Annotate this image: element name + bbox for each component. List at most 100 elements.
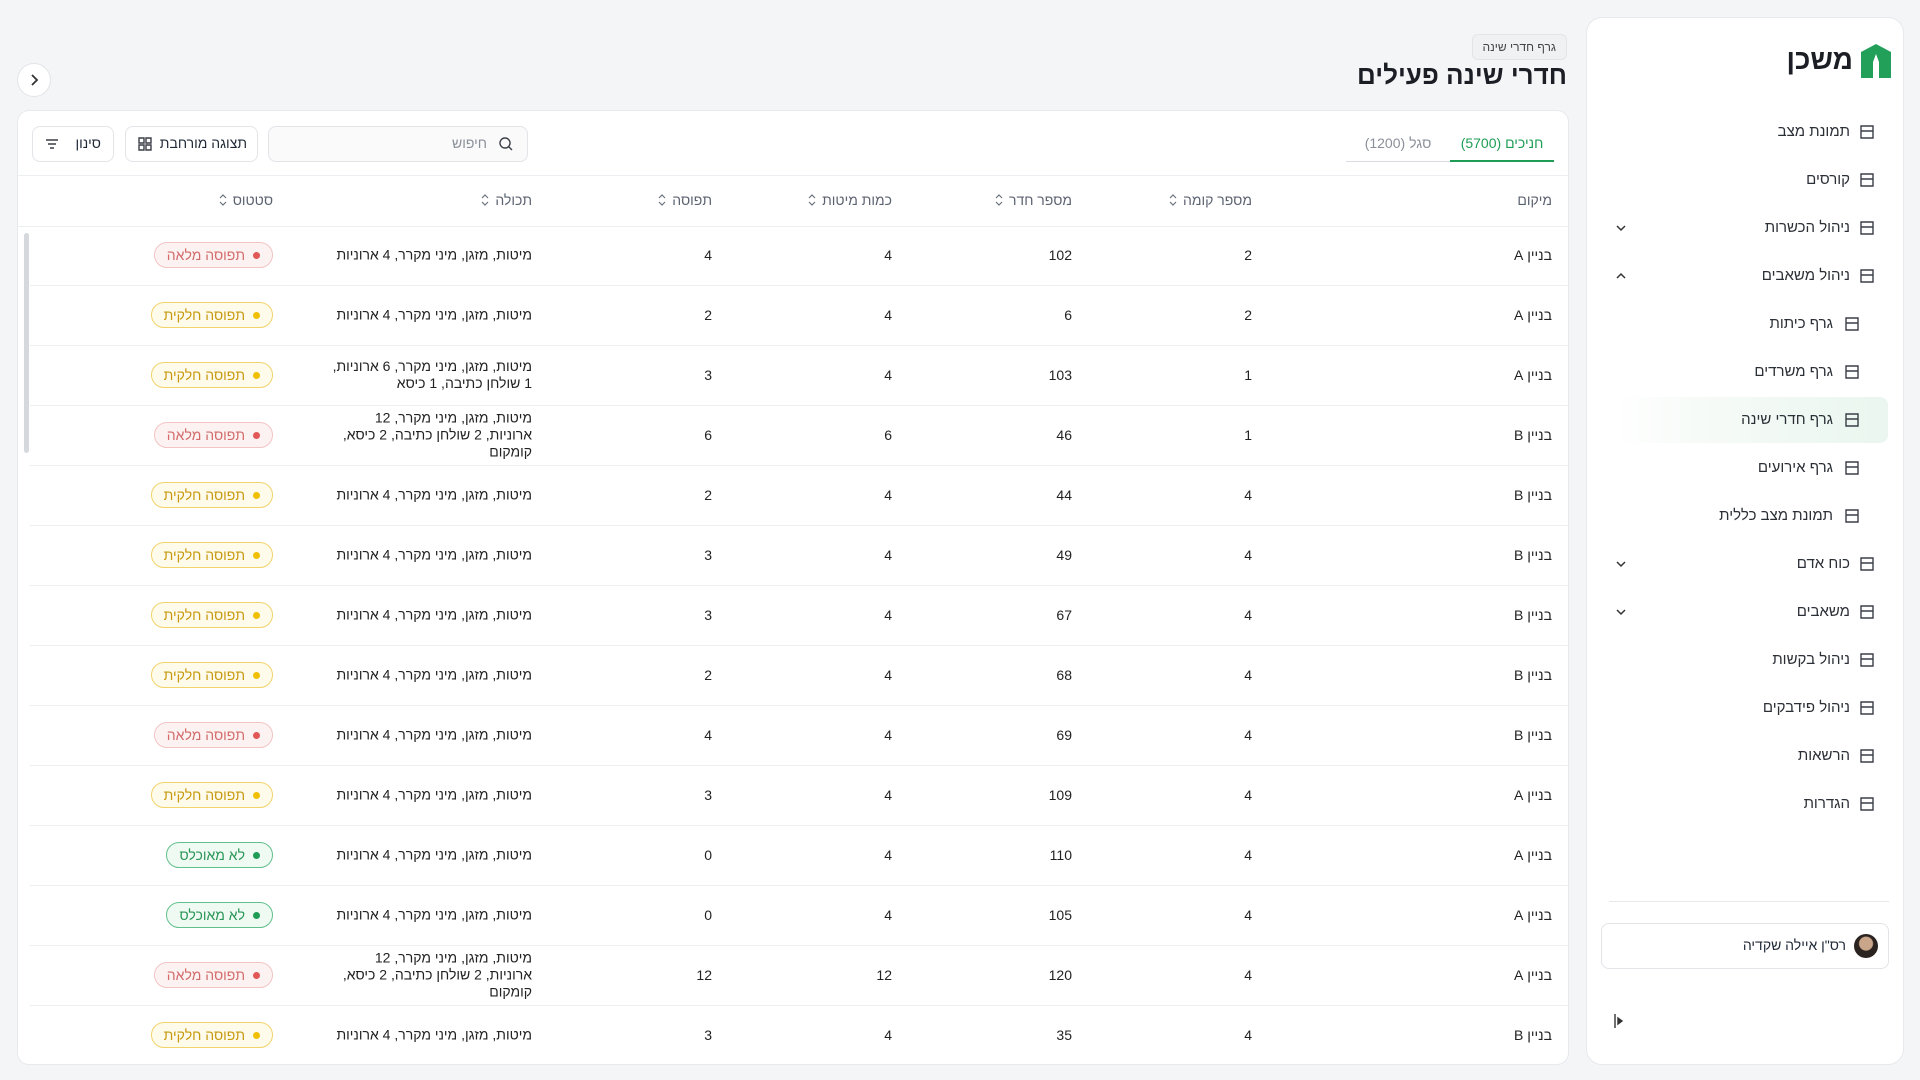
cell-location: בניין A <box>1514 247 1552 263</box>
table-row[interactable]: בניין B 4 35 4 3 מיטות, מזגן, מיני מקרר, 4 אר… <box>30 1005 1568 1064</box>
nav-item[interactable]: כוח אדם <box>1607 544 1903 584</box>
sort-icon <box>481 194 489 206</box>
breadcrumb[interactable]: גרף חדרי שינה <box>1471 34 1567 60</box>
cell-occupancy: 0 <box>704 907 712 923</box>
user-box[interactable]: רס"ן איילה שקדיה <box>1601 923 1889 969</box>
table-row[interactable]: בניין B 4 49 4 3 מיטות, מזגן, מיני מקרר, 4 אר… <box>30 525 1568 586</box>
table-row[interactable]: בניין B 4 67 4 3 מיטות, מזגן, מיני מקרר, 4 אר… <box>30 585 1568 646</box>
table-row[interactable]: בניין A 1 103 4 3 מיטות, מזגן, מיני מקרר, 6 א… <box>30 345 1568 406</box>
status-dot <box>253 671 260 679</box>
status-badge: תפוסה חלקית <box>150 602 273 628</box>
collapse-icon[interactable] <box>1613 1013 1627 1029</box>
table-row[interactable]: בניין B 4 44 4 2 מיטות, מזגן, מיני מקרר, 4 אר… <box>30 465 1568 526</box>
status-label: תפוסה חלקית <box>163 667 245 683</box>
button-label: תצוגה מורחבת <box>159 135 247 151</box>
column-header[interactable]: תכולה <box>481 192 532 208</box>
status-label: תפוסה חלקית <box>163 547 245 563</box>
table-row[interactable]: בניין A 4 109 4 3 מיטות, מזגן, מיני מקרר, 4 א… <box>30 765 1568 826</box>
cell-location: בניין B <box>1514 727 1552 743</box>
chevron[interactable] <box>1615 222 1627 234</box>
status-badge: תפוסה חלקית <box>150 782 273 808</box>
icon-shape <box>1860 557 1874 571</box>
status-dot <box>253 491 260 499</box>
chevron[interactable] <box>1615 270 1627 282</box>
nav-item[interactable]: גרף אירועים <box>1607 448 1903 488</box>
table-row[interactable]: בניין A 4 105 4 0 מיטות, מזגן, מיני מקרר, 4 א… <box>30 885 1568 946</box>
cell-room: 44 <box>1056 487 1072 503</box>
status-dot <box>253 971 260 979</box>
table-row[interactable]: בניין A 4 110 4 0 מיטות, מזגן, מיני מקרר, 4 א… <box>30 825 1568 886</box>
nav-label: תמונת מצב כללית <box>1719 507 1833 524</box>
nav-label: כוח אדם <box>1796 555 1850 572</box>
status-dot <box>253 1031 260 1039</box>
cell-room: 120 <box>1048 967 1072 983</box>
icon <box>1860 269 1874 283</box>
nav-item[interactable]: תמונת מצב כללית <box>1607 496 1903 536</box>
cell-equipment: מיטות, מזגן, מיני מקרר, 4 ארוניות <box>336 486 532 503</box>
back-button[interactable] <box>17 63 51 97</box>
cell-equipment: מיטות, מזגן, מיני מקרר, 4 ארוניות <box>336 546 532 563</box>
nav-item[interactable]: ניהול בקשות <box>1607 640 1903 680</box>
column-header[interactable]: תפוסה <box>658 192 712 208</box>
status-dot <box>253 731 260 739</box>
table-row[interactable]: בניין A 4 120 12 12 מיטות, מזגן, מיני מקרר, 1… <box>30 945 1568 1006</box>
nav-item[interactable]: הרשאות <box>1607 736 1903 776</box>
search-box[interactable]: חיפוש <box>268 126 528 162</box>
status-label: תפוסה חלקית <box>163 1027 245 1043</box>
nav-label: גרף אירועים <box>1757 459 1833 476</box>
column-header[interactable]: מיקום <box>1517 192 1552 208</box>
cell-room: 6 <box>1064 307 1072 323</box>
nav-item[interactable]: משאבים <box>1607 592 1903 632</box>
cell-equipment: מיטות, מזגן, מיני מקרר, 4 ארוניות <box>336 606 532 623</box>
column-header-label: כמות מיטות <box>822 192 892 208</box>
chevron[interactable] <box>1615 558 1627 570</box>
table-row[interactable]: בניין B 4 69 4 4 מיטות, מזגן, מיני מקרר, 4 אר… <box>30 705 1568 766</box>
nav-item[interactable]: ניהול הכשרות <box>1607 208 1903 248</box>
filter-button[interactable]: סינון <box>32 126 114 162</box>
chevron-shape <box>1616 272 1626 279</box>
column-header[interactable]: כמות מיטות <box>808 192 892 208</box>
icon <box>1860 125 1874 139</box>
column-header[interactable]: מספר חדר <box>995 192 1072 208</box>
chevron[interactable] <box>1615 606 1627 618</box>
icon-shape <box>1860 797 1874 811</box>
nav-item[interactable]: תמונת מצב <box>1607 112 1903 152</box>
nav-item[interactable]: קורסים <box>1607 160 1903 200</box>
icon-shape <box>1845 413 1859 427</box>
cell-occupancy: 4 <box>704 247 712 263</box>
column-header-label: מספר קומה <box>1183 192 1252 208</box>
table-row[interactable]: בניין A 2 102 4 4 מיטות, מזגן, מיני מקרר, 4 א… <box>30 225 1568 286</box>
status-badge: תפוסה חלקית <box>150 482 273 508</box>
table-row[interactable]: בניין A 2 6 4 2 מיטות, מזגן, מיני מקרר, 4 ארו… <box>30 285 1568 346</box>
expanded-view-button[interactable]: תצוגה מורחבת <box>125 126 258 162</box>
status-badge: תפוסה מלאה <box>153 722 273 748</box>
nav-item[interactable]: גרף חדרי שינה <box>1607 400 1903 440</box>
cell-room: 109 <box>1048 787 1072 803</box>
nav-item[interactable]: גרף משרדים <box>1607 352 1903 392</box>
table-row[interactable]: בניין B 4 68 4 2 מיטות, מזגן, מיני מקרר, 4 אר… <box>30 645 1568 706</box>
cell-room: 105 <box>1048 907 1072 923</box>
column-header[interactable]: סטטוס <box>219 192 273 208</box>
status-label: תפוסה מלאה <box>166 967 245 983</box>
status-dot <box>253 851 260 859</box>
nav-item[interactable]: הגדרות <box>1607 784 1903 824</box>
status-label: לא מאוכלס <box>179 907 245 923</box>
back-icon <box>31 74 39 86</box>
table-row[interactable]: בניין B 1 46 6 6 מיטות, מזגן, מיני מקרר, 12 א… <box>30 405 1568 466</box>
icon-shape <box>46 139 58 149</box>
column-header[interactable]: מספר קומה <box>1169 192 1252 208</box>
tab[interactable]: סגל (1200) <box>1346 124 1450 162</box>
status-label: תפוסה חלקית <box>163 607 245 623</box>
nav-label: ניהול משאבים <box>1761 267 1850 284</box>
nav-item[interactable]: גרף כיתות <box>1607 304 1903 344</box>
status-dot <box>253 311 260 319</box>
status-badge: תפוסה מלאה <box>153 242 273 268</box>
nav-item[interactable]: ניהול משאבים <box>1607 256 1903 296</box>
nav-label: ניהול בקשות <box>1772 651 1850 668</box>
chevron-shape <box>1616 609 1626 616</box>
cell-equipment: מיטות, מזגן, מיני מקרר, 4 ארוניות <box>336 1026 532 1043</box>
cell-equipment: מיטות, מזגן, מיני מקרר, 12 ארוניות, 2 שו… <box>342 949 532 1000</box>
tab[interactable]: חניכים (5700) <box>1450 124 1554 162</box>
nav-item[interactable]: ניהול פידבקים <box>1607 688 1903 728</box>
